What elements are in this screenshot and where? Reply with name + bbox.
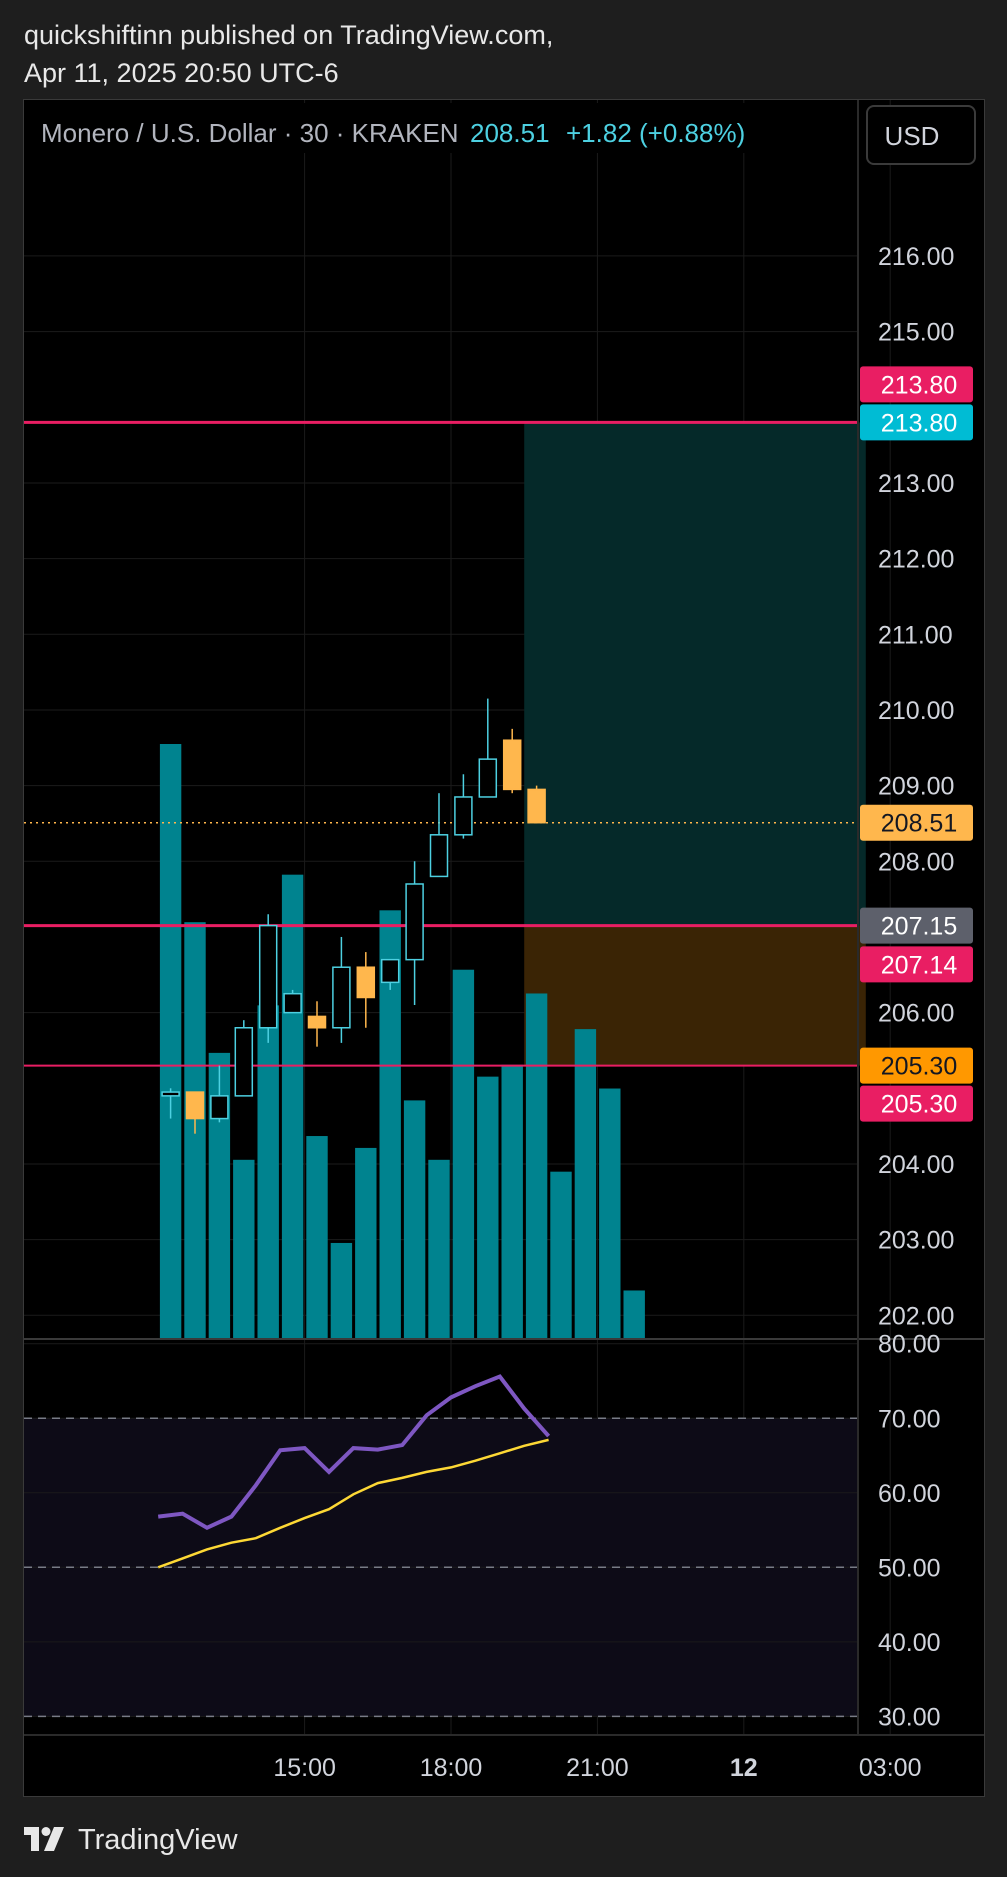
volume-bar: [624, 1290, 645, 1338]
time-tick-label: 21:00: [566, 1754, 629, 1782]
volume-bar: [355, 1148, 376, 1338]
price-tick-label: 215.00: [878, 319, 954, 347]
volume-bar: [404, 1100, 425, 1338]
rsi-tick-label: 40.00: [878, 1629, 941, 1657]
volume-bar: [599, 1089, 620, 1338]
volume-bar: [477, 1077, 498, 1338]
time-tick-label: 15:00: [273, 1754, 336, 1782]
price-tick-label: 204.00: [878, 1151, 954, 1179]
rsi-tick-label: 50.00: [878, 1554, 941, 1582]
price-axis-label-text: 213.80: [881, 371, 957, 399]
volume-bar: [160, 744, 181, 1338]
last-price-value: 208.51: [470, 118, 550, 148]
rsi-tick-label: 80.00: [878, 1331, 941, 1359]
price-tick-label: 209.00: [878, 773, 954, 801]
candle-body: [406, 884, 423, 960]
symbol-title: Monero / U.S. Dollar · 30 · KRAKEN: [41, 118, 459, 148]
price-tick-label: 212.00: [878, 546, 954, 574]
profit-zone: [524, 422, 866, 925]
volume-bar: [575, 1029, 596, 1338]
price-change: +1.82 (+0.88%): [566, 118, 745, 148]
volume-bar: [502, 1065, 523, 1338]
price-tick-label: 210.00: [878, 697, 954, 725]
rsi-tick-label: 30.00: [878, 1703, 941, 1731]
volume-bar: [258, 1005, 279, 1338]
volume-bar: [306, 1136, 327, 1338]
candle-body: [455, 797, 472, 835]
volume-bar: [453, 970, 474, 1338]
price-tick-label: 203.00: [878, 1227, 954, 1255]
volume-bar: [331, 1243, 352, 1338]
candle-body: [284, 994, 301, 1013]
candle-body: [187, 1092, 204, 1118]
time-tick-label: 03:00: [859, 1754, 922, 1782]
price-axis-label-text: 207.15: [881, 913, 957, 941]
rsi-tick-label: 70.00: [878, 1405, 941, 1433]
candle-body: [504, 740, 521, 789]
candle-body: [235, 1028, 252, 1096]
rsi-tick-label: 60.00: [878, 1480, 941, 1508]
footer-brand: TradingView: [78, 1824, 238, 1857]
tradingview-logo-icon: [24, 1827, 68, 1853]
currency-button-label: USD: [885, 121, 940, 151]
volume-bar: [550, 1172, 571, 1338]
price-tick-label: 208.00: [878, 848, 954, 876]
candle-body: [431, 835, 448, 877]
candle-body: [333, 967, 350, 1028]
price-axis-label-text: 205.30: [881, 1091, 957, 1119]
time-tick-label: 12: [730, 1754, 758, 1782]
price-axis-label-text: 208.51: [881, 810, 957, 838]
volume-bar: [233, 1160, 254, 1338]
price-axis-label-text: 205.30: [881, 1053, 957, 1081]
volume-bar: [526, 993, 547, 1338]
price-tick-label: 206.00: [878, 1000, 954, 1028]
candle-body: [479, 759, 496, 797]
candle-body: [357, 967, 374, 997]
time-tick-label: 18:00: [420, 1754, 483, 1782]
candle-body: [211, 1096, 228, 1119]
footer: TradingView: [24, 1818, 238, 1862]
volume-bar: [428, 1160, 449, 1338]
candle-body: [309, 1016, 326, 1027]
candle-body: [162, 1092, 179, 1096]
volume-bar: [282, 875, 303, 1338]
candle-body: [528, 789, 545, 822]
price-tick-label: 202.00: [878, 1302, 954, 1330]
price-tick-label: 216.00: [878, 243, 954, 271]
candle-body: [382, 960, 399, 983]
price-tick-label: 211.00: [878, 621, 953, 649]
price-axis-label-text: 207.14: [881, 951, 958, 979]
price-tick-label: 213.00: [878, 470, 954, 498]
candle-body: [260, 926, 277, 1028]
price-axis-label-text: 213.80: [881, 409, 957, 437]
